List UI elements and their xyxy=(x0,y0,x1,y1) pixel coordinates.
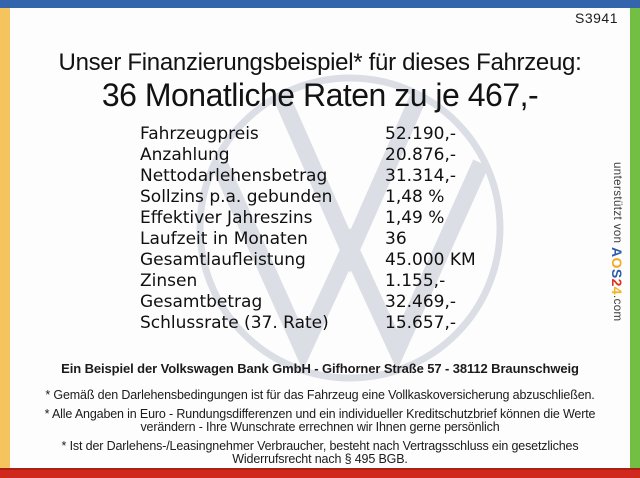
row-label: Gesamtlaufleistung xyxy=(140,250,306,270)
row-value: 31.314,- xyxy=(385,166,457,186)
table-row: Sollzins p.a. gebunden 1,48 % xyxy=(140,187,476,208)
table-row: Effektiver Jahreszins 1,49 % xyxy=(140,208,476,229)
row-value: 45.000 KM xyxy=(385,250,476,270)
table-row: Schlussrate (37. Rate) 15.657,- xyxy=(140,313,476,334)
table-row: Zinsen 1.155,- xyxy=(140,271,476,292)
row-label: Schlussrate (37. Rate) xyxy=(140,313,329,333)
row-label: Sollzins p.a. gebunden xyxy=(140,187,333,207)
legal-footnotes: * Gemäß den Darlehensbedingungen ist für… xyxy=(24,388,616,472)
supported-by-credit: unterstützt von AOS24.com xyxy=(609,162,625,322)
row-value: 15.657,- xyxy=(385,313,457,333)
stock-number: S3941 xyxy=(575,10,618,26)
frame-left-bar xyxy=(0,8,10,468)
financing-table: Fahrzeugpreis 52.190,- Anzahlung 20.876,… xyxy=(140,124,476,334)
row-value: 20.876,- xyxy=(385,145,457,165)
row-value: 1,49 % xyxy=(385,208,445,228)
row-label: Effektiver Jahreszins xyxy=(140,208,313,228)
table-row: Nettodarlehensbetrag 31.314,- xyxy=(140,166,476,187)
table-row: Anzahlung 20.876,- xyxy=(140,145,476,166)
frame-top-bar xyxy=(0,0,640,8)
aos24-logo: A xyxy=(609,247,625,258)
table-row: Laufzeit in Monaten 36 xyxy=(140,229,476,250)
table-row: Gesamtlaufleistung 45.000 KM xyxy=(140,250,476,271)
supported-by-text: unterstützt von xyxy=(611,162,623,248)
brand-domain-suffix: .com xyxy=(611,294,623,322)
table-row: Fahrzeugpreis 52.190,- xyxy=(140,124,476,145)
row-value: 1.155,- xyxy=(385,271,446,291)
row-label: Zinsen xyxy=(140,271,198,291)
bank-address-line: Ein Beispiel der Volkswagen Bank GmbH - … xyxy=(61,361,579,376)
row-label: Laufzeit in Monaten xyxy=(140,229,308,249)
row-label: Gesamtbetrag xyxy=(140,292,263,312)
table-row: Gesamtbetrag 32.469,- xyxy=(140,292,476,313)
row-value: 1,48 % xyxy=(385,187,445,207)
footnote: * Gemäß den Darlehensbedingungen ist für… xyxy=(45,388,595,402)
page-title: Unser Finanzierungsbeispiel* für dieses … xyxy=(58,49,582,76)
row-label: Nettodarlehensbetrag xyxy=(140,166,328,186)
row-value: 36 xyxy=(385,229,407,249)
frame-bottom-bar xyxy=(0,468,640,478)
row-label: Anzahlung xyxy=(140,145,230,165)
monthly-rate-headline: 36 Monatliche Raten zu je 467,- xyxy=(101,77,539,113)
row-label: Fahrzeugpreis xyxy=(140,124,259,144)
footnote: * Ist der Darlehens-/Leasingnehmer Verbr… xyxy=(61,438,579,466)
footnote: * Alle Angaben in Euro - Rundungsdiffere… xyxy=(44,406,596,434)
row-value: 52.190,- xyxy=(385,124,457,144)
frame-right-bar xyxy=(630,8,640,468)
row-value: 32.469,- xyxy=(385,292,457,312)
